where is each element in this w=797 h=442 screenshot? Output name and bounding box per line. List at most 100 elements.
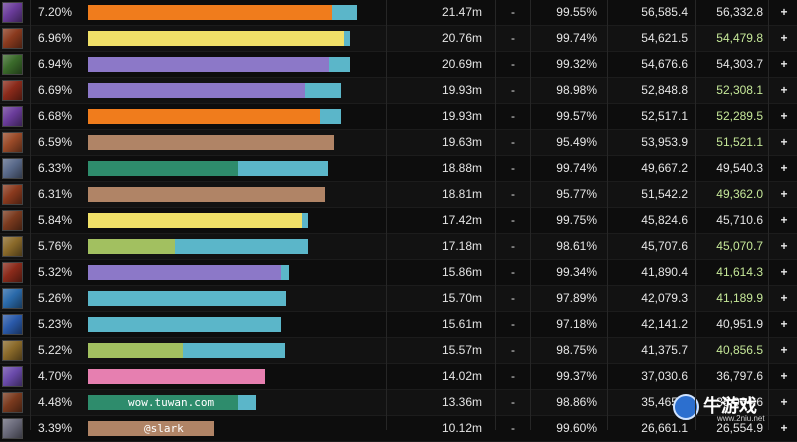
damage-bar-extension — [320, 109, 341, 124]
column-divider — [495, 0, 496, 430]
expand-row-button[interactable]: + — [780, 343, 788, 357]
effective-dps-value: 40,856.5 — [716, 343, 763, 357]
hunter-spec-icon — [2, 236, 23, 257]
dps-value: 41,890.4 — [641, 265, 688, 279]
dash-separator: - — [511, 291, 515, 305]
class-icon-cell — [0, 26, 26, 51]
table-row[interactable]: 5.84% 17.42m - 99.75% 45,824.6 45,710.6 + — [0, 208, 797, 234]
total-damage: 15.61m — [441, 317, 482, 331]
total-damage: 15.70m — [441, 291, 482, 305]
table-row[interactable]: 7.20% 21.47m - 99.55% 56,585.4 56,332.8 + — [0, 0, 797, 26]
table-row[interactable]: 6.69% 19.93m - 98.98% 52,848.8 52,308.1 + — [0, 78, 797, 104]
damage-percent: 5.23% — [38, 317, 73, 331]
expand-row-button[interactable]: + — [780, 239, 788, 253]
expand-row-button[interactable]: + — [780, 187, 788, 201]
table-row[interactable]: 5.76% 17.18m - 98.61% 45,707.6 45,070.7 + — [0, 234, 797, 260]
damage-bar — [88, 26, 368, 51]
total-damage: 17.18m — [441, 239, 482, 253]
total-damage: 19.93m — [441, 83, 482, 97]
table-row[interactable]: 5.32% 15.86m - 99.34% 41,890.4 41,614.3 + — [0, 260, 797, 286]
warrior-spec-icon — [2, 262, 23, 283]
expand-row-button[interactable]: + — [780, 109, 788, 123]
hit-accuracy: 99.74% — [556, 31, 597, 45]
total-damage: 19.93m — [441, 109, 482, 123]
damage-bar — [88, 78, 368, 103]
damage-bar-extension — [238, 161, 328, 176]
hit-accuracy: 99.75% — [556, 213, 597, 227]
class-icon-cell — [0, 390, 26, 415]
warrior-spec-icon — [2, 392, 23, 413]
dps-value: 56,585.4 — [641, 5, 688, 19]
damage-bar-fill — [88, 291, 286, 306]
effective-dps-value: 56,332.8 — [716, 5, 763, 19]
dash-separator: - — [511, 265, 515, 279]
dash-separator: - — [511, 31, 515, 45]
table-row[interactable]: 6.31% 18.81m - 95.77% 51,542.2 49,362.0 + — [0, 182, 797, 208]
expand-row-button[interactable]: + — [780, 213, 788, 227]
watermark-logo: 牛游戏 www.2niu.net — [673, 390, 791, 426]
bar-watermark-text: wow.tuwan.com — [128, 396, 215, 409]
effective-dps-value: 52,308.1 — [716, 83, 763, 97]
damage-percent: 5.26% — [38, 291, 73, 305]
class-icon-cell — [0, 156, 26, 181]
damage-bar — [88, 130, 368, 155]
hit-accuracy: 99.55% — [556, 5, 597, 19]
damage-percent: 4.70% — [38, 369, 73, 383]
damage-bar — [88, 286, 368, 311]
expand-row-button[interactable]: + — [780, 135, 788, 149]
expand-row-button[interactable]: + — [780, 83, 788, 97]
dps-value: 45,707.6 — [641, 239, 688, 253]
dash-separator: - — [511, 135, 515, 149]
table-row[interactable]: 5.22% 15.57m - 98.75% 41,375.7 40,856.5 + — [0, 338, 797, 364]
total-damage: 10.12m — [441, 421, 482, 435]
table-row[interactable]: 4.70% 14.02m - 99.37% 37,030.6 36,797.6 + — [0, 364, 797, 390]
hit-accuracy: 99.60% — [556, 421, 597, 435]
class-icon-cell — [0, 234, 26, 259]
dps-value: 51,542.2 — [641, 187, 688, 201]
dash-separator: - — [511, 395, 515, 409]
table-row[interactable]: 6.68% 19.93m - 99.57% 52,517.1 52,289.5 + — [0, 104, 797, 130]
hit-accuracy: 98.86% — [556, 395, 597, 409]
dps-value: 52,517.1 — [641, 109, 688, 123]
class-icon-cell — [0, 78, 26, 103]
logo-brand-name: 牛游戏 — [703, 396, 757, 417]
damage-bar-fill — [88, 31, 344, 46]
expand-row-button[interactable]: + — [780, 369, 788, 383]
expand-row-button[interactable]: + — [780, 395, 788, 409]
damage-bar: @slark — [88, 416, 368, 441]
damage-bar — [88, 338, 368, 363]
table-row[interactable]: 6.33% 18.88m - 99.74% 49,667.2 49,540.3 + — [0, 156, 797, 182]
table-row[interactable]: 5.26% 15.70m - 97.89% 42,079.3 41,189.9 + — [0, 286, 797, 312]
table-row[interactable]: 6.59% 19.63m - 95.49% 53,953.9 51,521.1 + — [0, 130, 797, 156]
table-row[interactable]: 5.23% 15.61m - 97.18% 42,141.2 40,951.9 + — [0, 312, 797, 338]
hit-accuracy: 98.75% — [556, 343, 597, 357]
expand-row-button[interactable]: + — [780, 31, 788, 45]
warrior-spec-icon — [2, 184, 23, 205]
effective-dps-value: 36,797.6 — [716, 369, 763, 383]
expand-row-button[interactable]: + — [780, 265, 788, 279]
expand-row-button[interactable]: + — [780, 5, 788, 19]
damage-bar-extension — [175, 239, 308, 254]
total-damage: 14.02m — [441, 369, 482, 383]
logo-circle-icon — [673, 394, 699, 420]
total-damage: 19.63m — [441, 135, 482, 149]
damage-bar-fill — [88, 239, 175, 254]
expand-row-button[interactable]: + — [780, 161, 788, 175]
table-row[interactable]: 6.96% 20.76m - 99.74% 54,621.5 54,479.8 + — [0, 26, 797, 52]
hit-accuracy: 99.74% — [556, 161, 597, 175]
expand-row-button[interactable]: + — [780, 57, 788, 71]
column-divider — [30, 0, 31, 430]
total-damage: 15.86m — [441, 265, 482, 279]
table-row[interactable]: 4.48% wow.tuwan.com 13.36m -98.86% 35,465.6 3… — [0, 390, 797, 416]
dps-value: 54,676.6 — [641, 57, 688, 71]
damage-bar-fill — [88, 369, 265, 384]
total-damage: 18.81m — [441, 187, 482, 201]
table-row[interactable]: 6.94% 20.69m - 99.32% 54,676.6 54,303.7 + — [0, 52, 797, 78]
damage-bar-fill — [88, 109, 320, 124]
class-icon-cell — [0, 208, 26, 233]
rogue-spec-icon — [2, 2, 23, 23]
expand-row-button[interactable]: + — [780, 317, 788, 331]
damage-bar-fill — [88, 135, 334, 150]
expand-row-button[interactable]: + — [780, 421, 788, 435]
expand-row-button[interactable]: + — [780, 291, 788, 305]
